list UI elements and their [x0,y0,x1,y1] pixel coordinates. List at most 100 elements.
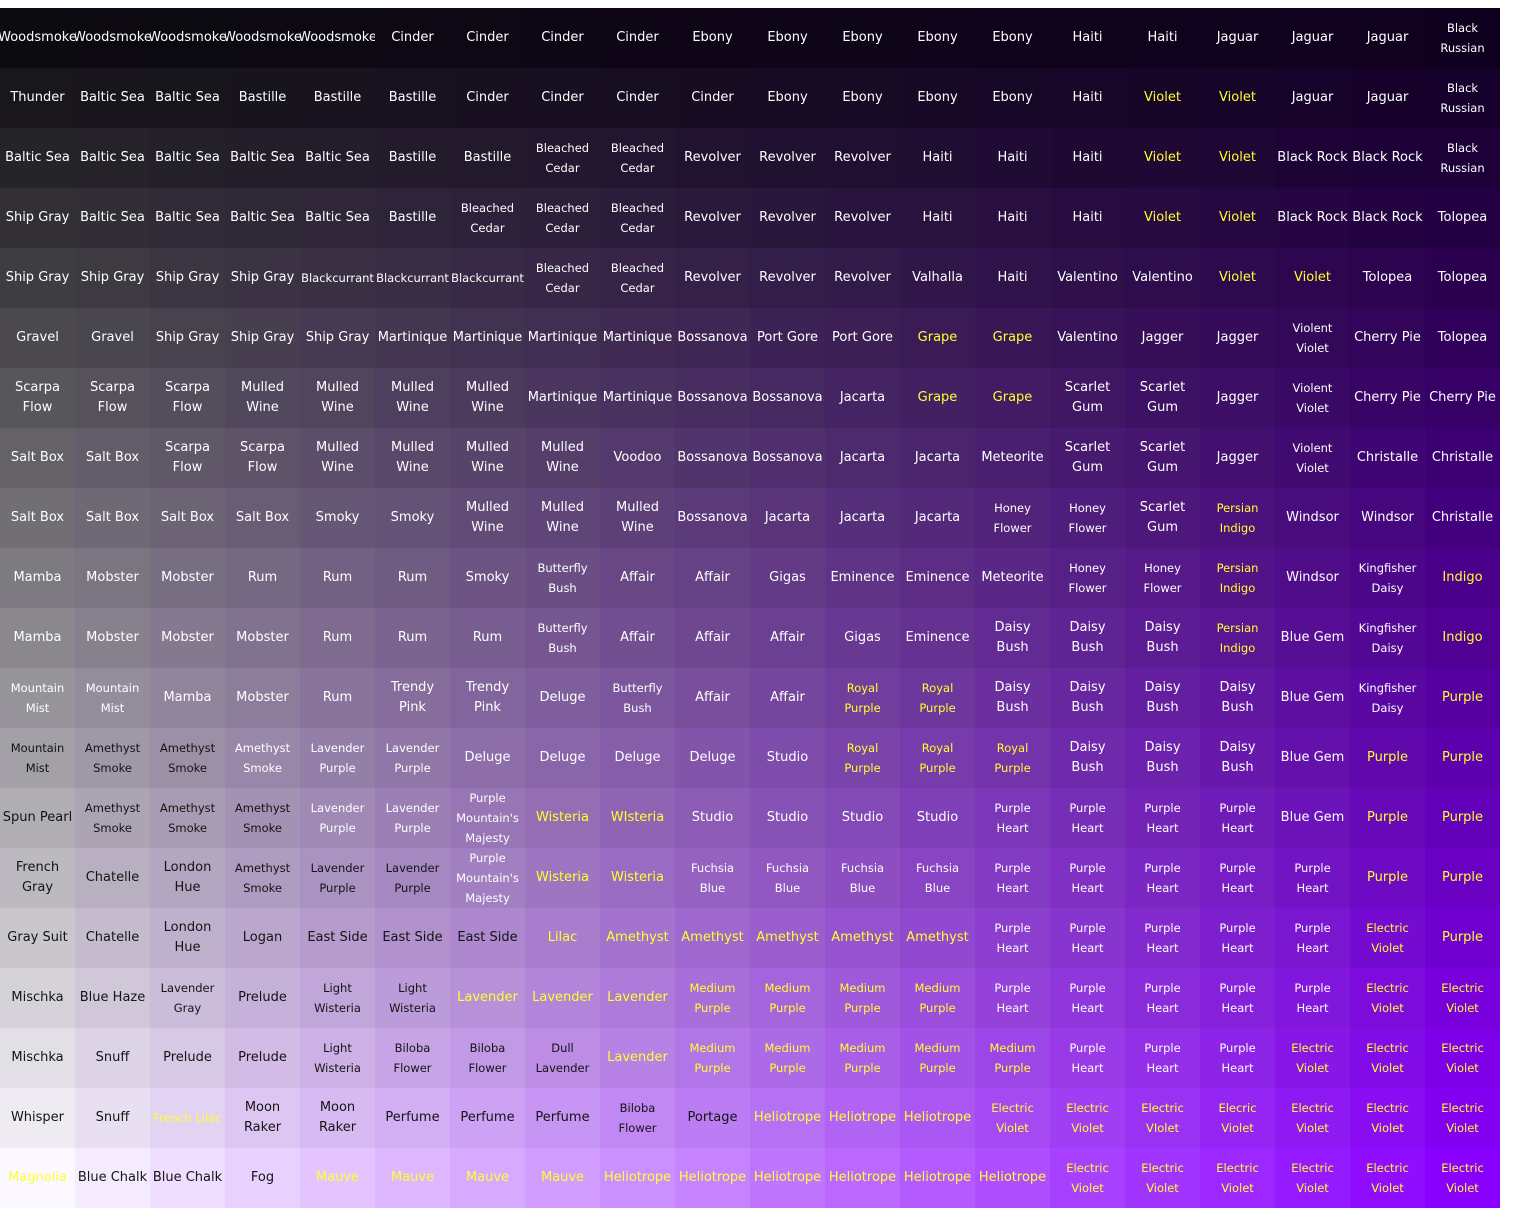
color-name-label: Valentino [1057,270,1118,285]
color-swatch-cell: Amethyst Smoke [225,788,300,848]
color-name-label: Purple Heart [1219,861,1256,895]
color-name-label: Bossanova [677,390,748,405]
color-swatch-cell: Medium Purple [900,1028,975,1088]
color-name-label: Electric Violet [1366,1161,1409,1195]
color-swatch-cell: London Hue [150,848,225,908]
color-swatch-cell: Purple Heart [1200,848,1275,908]
color-swatch-cell: Scarlet Gum [1125,368,1200,428]
color-name-label: Fuchsia Blue [915,861,960,895]
color-name-label: Electric VIolet [1141,1101,1184,1135]
color-name-label: Lavender Purple [310,741,365,775]
color-swatch-cell: Rum [375,608,450,668]
color-name-label: Salt Box [10,510,65,525]
color-name-label: Smoky [315,510,360,525]
color-name-label: Purple Heart [1144,1041,1181,1075]
color-swatch-cell: Lavender Purple [300,788,375,848]
color-name-label: Prelude [238,990,287,1005]
color-swatch-cell: Violent Violet [1275,428,1350,488]
color-name-label: Elecric Violet [1218,1101,1257,1135]
color-name-label: Purple Heart [1219,801,1256,835]
color-swatch-cell: Baltic Sea [150,188,225,248]
color-name-label: Gigas [769,570,806,585]
color-swatch-cell: Light Wisteria [300,1028,375,1088]
color-name-label: Royal Purple [919,741,956,775]
color-swatch-cell: Woodsmoke [0,8,75,68]
color-name-label: London Hue [163,920,212,955]
color-name-label: Purple [1441,930,1484,945]
color-name-label: Black Russian [1440,81,1485,115]
color-swatch-cell: Purple Heart [975,968,1050,1028]
color-swatch-cell: Scarpa Flow [0,368,75,428]
color-name-label: Revolver [684,270,741,285]
color-name-label: Ship Gray [230,270,295,285]
color-swatch-cell: Purple [1350,848,1425,908]
color-swatch-cell: Martinique [600,308,675,368]
color-name-label: Purple Heart [1144,921,1181,955]
color-name-label: Purple Heart [994,981,1031,1015]
color-swatch-cell: WIsteria [600,788,675,848]
color-swatch-cell: Purple Heart [1050,968,1125,1028]
color-name-label: Haiti [1072,210,1103,225]
color-swatch-cell: Daisy Bush [1125,608,1200,668]
color-swatch-cell: Magnolia [0,1148,75,1208]
color-swatch-cell: Chatelle [75,848,150,908]
color-name-label: Affair [695,690,730,705]
color-swatch-cell: Gigas [750,548,825,608]
color-swatch-cell: Heliotrope [675,1148,750,1208]
color-name-label: Mountain Mist [10,681,65,715]
color-name-label: Haiti [1072,150,1103,165]
color-swatch-cell: Jaguar [1200,8,1275,68]
color-name-label: Heliotrope [603,1170,672,1185]
color-swatch-cell: Revolver [825,128,900,188]
color-swatch-cell: Electric Violet [1425,1148,1500,1208]
color-name-label: Electric Violet [1366,981,1409,1015]
color-name-label: Mamba [163,690,212,705]
color-name-label: Mulled Wine [241,380,284,415]
color-name-label: Lavender Purple [385,801,440,835]
color-swatch-cell: Mobster [150,608,225,668]
color-name-label: Lavender Gray [160,981,215,1015]
color-name-label: Bossanova [752,390,823,405]
color-swatch-cell: Ship Gray [0,248,75,308]
color-name-label: Amethyst Smoke [84,741,141,775]
color-swatch-cell: Mauve [525,1148,600,1208]
color-swatch-cell: Electric Violet [1125,1148,1200,1208]
color-swatch-cell: Baltic Sea [75,68,150,128]
color-swatch-cell: Bossanova [675,368,750,428]
color-swatch-cell: Valhalla [900,248,975,308]
color-swatch-cell: Grape [975,368,1050,428]
color-name-label: Scarpa Flow [165,440,210,475]
color-name-label: Revolver [759,270,816,285]
color-name-label: Haiti [922,210,953,225]
color-name-label: Mulled Wine [391,440,434,475]
color-name-label: Moon Raker [318,1100,357,1135]
color-swatch-cell: Salt Box [0,488,75,548]
color-name-label: Electric Violet [1216,1161,1259,1195]
color-swatch-cell: Fuchsia Blue [675,848,750,908]
color-name-label: Mauve [465,1170,510,1185]
color-name-label: Martinique [527,330,598,345]
color-name-label: Amethyst [756,930,819,945]
color-name-label: Mountain Mist [85,681,140,715]
color-swatch-cell: Violet [1200,248,1275,308]
color-swatch-cell: Purple Heart [1275,968,1350,1028]
color-name-label: Daisy Bush [1144,680,1181,715]
color-swatch-cell: Electric Violet [1350,1148,1425,1208]
color-swatch-cell: Baltic Sea [150,128,225,188]
color-swatch-cell: Rum [300,668,375,728]
color-swatch-cell: Blue Gem [1275,788,1350,848]
color-name-label: Blackcurrant [451,271,524,285]
color-name-label: Electric Violet [1441,981,1484,1015]
color-swatch-cell: Woodsmoke [75,8,150,68]
color-swatch-cell: Purple Heart [1200,908,1275,968]
color-name-label: Butterfly Bush [537,621,588,655]
color-name-label: Grape [992,390,1033,405]
color-swatch-cell: Mulled Wine [600,488,675,548]
color-name-label: Studio [916,810,959,825]
color-name-label: Deluge [464,750,511,765]
color-name-label: Christalle [1431,510,1494,525]
color-name-label: Royal Purple [844,741,881,775]
color-swatch-cell: Cinder [600,68,675,128]
color-name-label: Bleached Cedar [610,201,665,235]
color-swatch-cell: Purple Heart [1200,1028,1275,1088]
